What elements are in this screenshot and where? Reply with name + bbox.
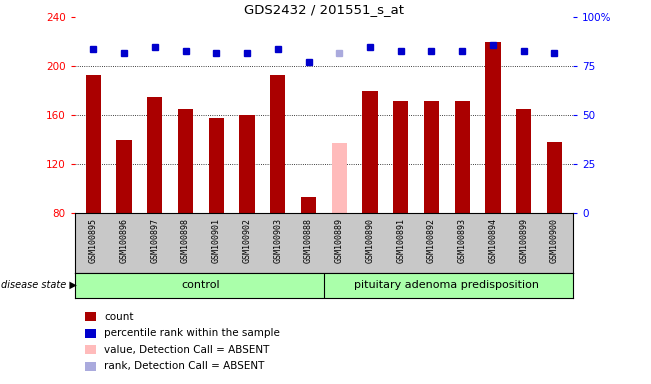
Bar — [86, 75, 101, 213]
Text: percentile rank within the sample: percentile rank within the sample — [104, 328, 280, 338]
Bar — [393, 101, 408, 213]
Text: control: control — [182, 280, 220, 290]
Text: GSM100888: GSM100888 — [304, 218, 313, 263]
Bar — [454, 101, 470, 213]
Bar — [331, 143, 347, 213]
Text: GSM100896: GSM100896 — [120, 218, 128, 263]
Bar — [147, 97, 163, 213]
Text: GSM100892: GSM100892 — [427, 218, 436, 263]
Bar — [117, 140, 132, 213]
Bar — [547, 142, 562, 213]
Text: GSM100894: GSM100894 — [488, 218, 497, 263]
Text: pituitary adenoma predisposition: pituitary adenoma predisposition — [354, 280, 539, 290]
Text: GSM100897: GSM100897 — [150, 218, 159, 263]
Text: GSM100893: GSM100893 — [458, 218, 467, 263]
Bar — [363, 91, 378, 213]
Bar — [516, 109, 531, 213]
Bar — [424, 101, 439, 213]
Bar — [270, 75, 285, 213]
Text: disease state ▶: disease state ▶ — [1, 280, 77, 290]
Text: count: count — [104, 312, 133, 322]
Text: GSM100899: GSM100899 — [519, 218, 528, 263]
Text: GSM100901: GSM100901 — [212, 218, 221, 263]
Text: rank, Detection Call = ABSENT: rank, Detection Call = ABSENT — [104, 361, 264, 371]
Bar — [240, 115, 255, 213]
Text: GSM100891: GSM100891 — [396, 218, 405, 263]
Text: GSM100900: GSM100900 — [550, 218, 559, 263]
Text: GSM100890: GSM100890 — [365, 218, 374, 263]
Bar — [178, 109, 193, 213]
Text: value, Detection Call = ABSENT: value, Detection Call = ABSENT — [104, 345, 270, 355]
Text: GSM100903: GSM100903 — [273, 218, 283, 263]
Bar — [485, 42, 501, 213]
Text: GSM100895: GSM100895 — [89, 218, 98, 263]
Text: GSM100902: GSM100902 — [243, 218, 251, 263]
Text: GSM100889: GSM100889 — [335, 218, 344, 263]
Bar — [301, 197, 316, 213]
Bar — [208, 118, 224, 213]
Text: GSM100898: GSM100898 — [181, 218, 190, 263]
Title: GDS2432 / 201551_s_at: GDS2432 / 201551_s_at — [244, 3, 404, 16]
